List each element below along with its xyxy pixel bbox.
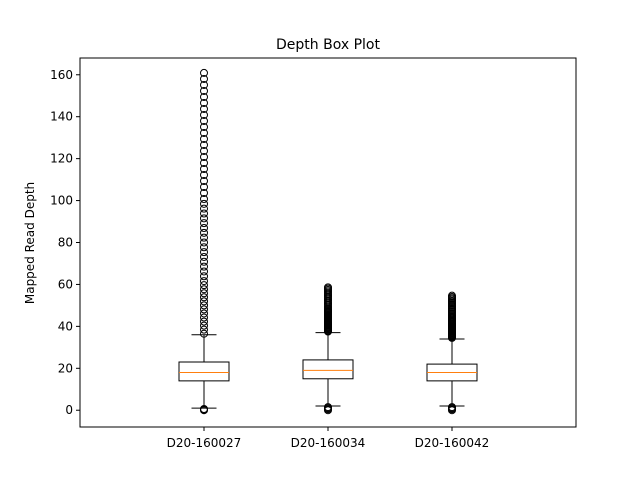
outlier-point <box>200 272 208 281</box>
outlier-point <box>200 293 208 302</box>
y-tick-label: 140 <box>50 110 73 124</box>
outlier-point <box>200 262 208 271</box>
outlier-point <box>448 291 456 300</box>
outlier-point <box>200 80 208 89</box>
outlier-point <box>200 223 208 232</box>
outlier-point <box>200 116 208 125</box>
outlier-point <box>200 110 208 119</box>
x-tick-label: D20-160042 <box>415 436 490 450</box>
outlier-point <box>200 281 208 290</box>
outlier-point <box>200 74 208 83</box>
outlier-point <box>200 104 208 113</box>
y-tick-label: 60 <box>58 277 73 291</box>
outlier-point <box>200 122 208 131</box>
outlier-point <box>200 146 208 155</box>
outlier-point <box>200 238 208 247</box>
outlier-point <box>200 329 208 338</box>
outlier-point <box>200 189 208 198</box>
outlier-point <box>200 214 208 223</box>
y-tick-label: 100 <box>50 194 73 208</box>
outlier-point <box>200 164 208 173</box>
outlier-point <box>200 233 208 242</box>
outlier-point <box>200 204 208 213</box>
plot-frame <box>79 57 577 428</box>
outlier-point <box>200 321 208 330</box>
outlier-point <box>200 267 208 276</box>
y-tick-label: 20 <box>58 361 73 375</box>
outlier-point <box>200 140 208 149</box>
y-tick-label: 0 <box>65 403 73 417</box>
outlier-point <box>200 209 208 218</box>
box-iqr <box>302 359 354 380</box>
outlier-point <box>200 305 208 314</box>
x-tick-label: D20-160027 <box>167 436 242 450</box>
outlier-point <box>200 248 208 257</box>
y-tick-label: 40 <box>58 319 73 333</box>
outlier-point <box>200 128 208 137</box>
outlier-point <box>200 289 208 298</box>
outlier-point <box>200 177 208 186</box>
x-tick-label: D20-160034 <box>291 436 366 450</box>
outlier-point <box>448 403 456 412</box>
outlier-point <box>324 403 332 412</box>
outlier-point <box>200 277 208 286</box>
y-tick-label: 120 <box>50 152 73 166</box>
y-axis-label: Mapped Read Depth <box>23 182 37 304</box>
outlier-point <box>200 219 208 228</box>
y-tick-label: 160 <box>50 68 73 82</box>
outlier-point <box>200 325 208 334</box>
outlier-point <box>200 98 208 107</box>
outlier-point <box>200 243 208 252</box>
outlier-point <box>200 86 208 95</box>
outlier-point <box>200 404 208 413</box>
y-tick-label: 80 <box>58 236 73 250</box>
box-iqr <box>178 361 230 382</box>
outlier-point <box>200 195 208 204</box>
outlier-point <box>200 228 208 237</box>
outlier-point <box>200 158 208 167</box>
outlier-point <box>200 68 208 77</box>
outlier-point <box>200 257 208 266</box>
outlier-point <box>200 170 208 179</box>
outlier-point <box>200 92 208 101</box>
outlier-point <box>200 301 208 310</box>
outlier-point <box>200 309 208 318</box>
outlier-point <box>200 199 208 208</box>
outlier-point <box>324 283 332 292</box>
outlier-point <box>200 297 208 306</box>
outlier-point <box>200 152 208 161</box>
chart-title: Depth Box Plot <box>276 37 380 53</box>
outlier-point <box>200 313 208 322</box>
outlier-point <box>200 285 208 294</box>
plot-area: 0 20 40 60 80 100 120 140 160 D20-160027 D20-16003… <box>50 68 489 450</box>
outlier-point <box>200 134 208 143</box>
outlier-point <box>200 183 208 192</box>
outlier-point <box>200 252 208 261</box>
outlier-point <box>200 317 208 326</box>
